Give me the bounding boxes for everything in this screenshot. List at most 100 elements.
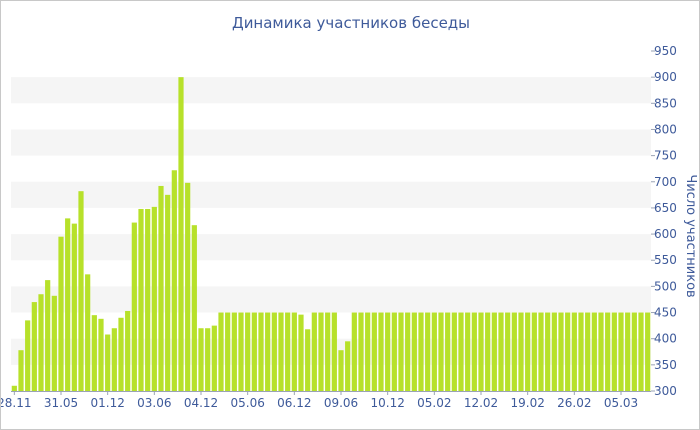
bar (291, 312, 297, 391)
x-tick-label: 05.02 (417, 396, 451, 410)
bar (325, 312, 331, 391)
chart-title: Динамика участников беседы (232, 14, 470, 32)
bar (25, 320, 31, 391)
bar (165, 194, 171, 391)
bar (391, 312, 397, 391)
bar (365, 312, 371, 391)
y-tick-label: 700 (654, 175, 677, 189)
bar (58, 236, 64, 391)
bar (631, 312, 637, 391)
bar (238, 312, 244, 391)
bar (531, 312, 537, 391)
bar (491, 312, 497, 391)
bar (231, 312, 237, 391)
bar (425, 312, 431, 391)
bar (405, 312, 411, 391)
bar (245, 312, 251, 391)
bar (318, 312, 324, 391)
x-tick-label: 01.12 (90, 396, 124, 410)
x-tick-label: 12.02 (464, 396, 498, 410)
x-tick-label: 05.03 (604, 396, 638, 410)
x-tick-label: 09.06 (324, 396, 358, 410)
bar (38, 294, 44, 391)
bar (598, 312, 604, 391)
bar (505, 312, 511, 391)
bar (65, 218, 71, 391)
bar (105, 334, 111, 391)
bar (445, 312, 451, 391)
x-tick-label: 19.02 (510, 396, 544, 410)
bar (465, 312, 471, 391)
bar (585, 312, 591, 391)
y-tick-label: 550 (654, 253, 677, 267)
bar (198, 328, 204, 391)
y-axis-ticks: 300 350 400 450 500 550 600 650 700 750 800 850 900 9… (651, 44, 677, 398)
bar (91, 315, 97, 391)
x-tick-label: 31.05 (44, 396, 78, 410)
bar (51, 295, 57, 391)
grid-band (11, 77, 651, 104)
bar (438, 312, 444, 391)
bar (285, 312, 291, 391)
x-tick-label: 06.12 (277, 396, 311, 410)
bar (311, 312, 317, 391)
bar (385, 312, 391, 391)
bar (611, 312, 617, 391)
bar (638, 312, 644, 391)
bar (218, 312, 224, 391)
y-tick-label: 950 (654, 44, 677, 58)
bar (358, 312, 364, 391)
bar (278, 312, 284, 391)
bar (11, 385, 17, 391)
grid-bands (11, 77, 651, 365)
bar (191, 225, 197, 391)
bar (578, 312, 584, 391)
bar (338, 350, 344, 391)
y-tick-label: 900 (654, 70, 677, 84)
bar (85, 274, 91, 391)
bar (98, 318, 104, 391)
x-tick-label: 28.11 (1, 396, 32, 410)
bar (171, 170, 177, 391)
grid-band (11, 181, 651, 208)
bar (371, 312, 377, 391)
bar (451, 312, 457, 391)
bar (565, 312, 571, 391)
bar (605, 312, 611, 391)
bar (525, 312, 531, 391)
grid-band (11, 129, 651, 156)
y-tick-label: 300 (654, 384, 677, 398)
y-tick-label: 750 (654, 149, 677, 163)
bar (498, 312, 504, 391)
bar (211, 325, 217, 391)
bar (145, 208, 151, 391)
grid-band (11, 286, 651, 313)
bar (78, 191, 84, 391)
bar (511, 312, 517, 391)
grid-band (11, 338, 651, 365)
y-tick-label: 600 (654, 227, 677, 241)
x-tick-label: 05.06 (230, 396, 264, 410)
bar (618, 312, 624, 391)
bar (71, 223, 77, 391)
bar (458, 312, 464, 391)
bar (258, 312, 264, 391)
x-tick-label: 26.02 (557, 396, 591, 410)
bar (351, 312, 357, 391)
bar (331, 312, 337, 391)
x-tick-label: 10.12 (370, 396, 404, 410)
bar (265, 312, 271, 391)
x-tick-label: 03.06 (137, 396, 171, 410)
bar (471, 312, 477, 391)
y-tick-label: 500 (654, 279, 677, 293)
bar (131, 222, 137, 391)
x-axis-ticks: 28.11 31.05 01.12 03.06 04.12 05.06 06.12 09.06… (1, 391, 638, 410)
bar-series (11, 77, 651, 392)
bar (625, 312, 631, 391)
bar (151, 206, 157, 391)
bar (298, 314, 304, 391)
bar (185, 182, 191, 391)
y-tick-label: 400 (654, 332, 677, 346)
bar (485, 312, 491, 391)
